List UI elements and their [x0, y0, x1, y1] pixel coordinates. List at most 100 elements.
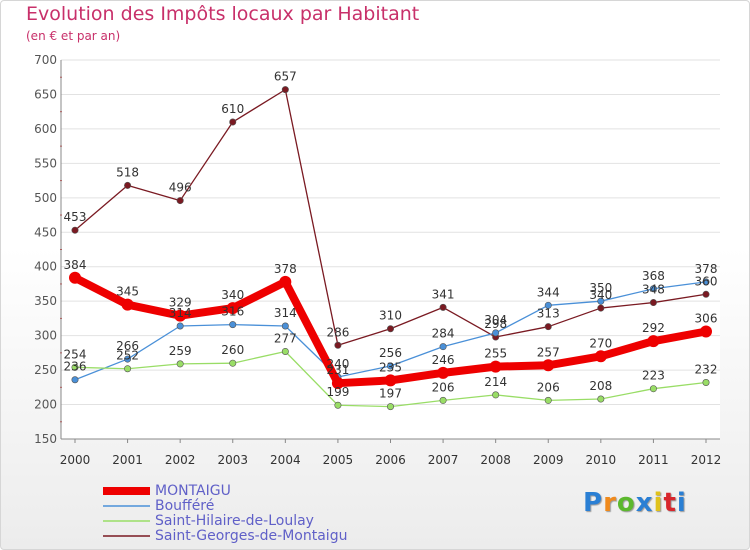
data-point: [279, 275, 292, 288]
data-label: 292: [642, 321, 665, 335]
data-point: [386, 362, 394, 370]
data-point: [544, 396, 552, 404]
data-point: [492, 391, 500, 399]
logo-letter: t: [663, 488, 677, 518]
logo-letter: r: [603, 488, 617, 518]
data-label: 310: [379, 309, 402, 323]
data-label: 518: [116, 165, 139, 179]
logo-letter: i: [653, 488, 664, 518]
data-point: [439, 396, 447, 404]
y-tick-label: 700: [34, 53, 57, 67]
data-label: 231: [326, 363, 349, 377]
data-label: 206: [537, 380, 560, 394]
y-tick-label: 400: [34, 260, 57, 274]
data-point: [649, 299, 657, 307]
data-point: [331, 377, 344, 390]
data-point: [489, 360, 502, 373]
data-point: [437, 366, 450, 379]
data-point: [492, 329, 500, 337]
data-label: 270: [589, 336, 612, 350]
y-tick-label: 300: [34, 329, 57, 343]
y-tick-label: 650: [34, 87, 57, 101]
data-label: 384: [64, 258, 87, 272]
data-label: 304: [484, 313, 507, 327]
logo-letter: P: [583, 488, 604, 518]
data-point: [229, 118, 237, 126]
data-point: [281, 347, 289, 355]
data-point: [702, 278, 710, 286]
data-label: 199: [326, 385, 349, 399]
y-tick-label: 250: [34, 363, 57, 377]
data-label: 316: [221, 305, 244, 319]
y-tick-label: 600: [34, 122, 57, 136]
data-label: 610: [221, 102, 244, 116]
data-label: 197: [379, 387, 402, 401]
x-tick-label: 2002: [165, 453, 196, 467]
y-tick-label: 200: [34, 398, 57, 412]
data-point: [544, 323, 552, 331]
x-tick-label: 2001: [112, 453, 143, 467]
data-point: [702, 378, 710, 386]
data-label: 496: [169, 181, 192, 195]
data-label: 360: [695, 274, 718, 288]
data-point: [649, 385, 657, 393]
data-point: [281, 86, 289, 94]
data-point: [124, 181, 132, 189]
data-point: [121, 298, 134, 311]
data-point: [544, 301, 552, 309]
data-label: 378: [274, 262, 297, 276]
data-label: 254: [64, 347, 87, 361]
data-label: 260: [221, 343, 244, 357]
data-point: [647, 335, 660, 348]
data-label: 232: [695, 362, 718, 376]
x-tick-label: 2008: [480, 453, 511, 467]
data-label: 345: [116, 285, 139, 299]
y-tick-label: 450: [34, 225, 57, 239]
data-point: [334, 401, 342, 409]
data-label: 298: [484, 317, 507, 331]
chart-subtitle: (en € et par an): [26, 29, 121, 43]
data-point: [439, 303, 447, 311]
data-label: 341: [432, 287, 455, 301]
data-label: 329: [169, 296, 192, 310]
data-point: [439, 343, 447, 351]
data-point: [124, 355, 132, 363]
logo-letter: i: [676, 488, 687, 518]
data-label: 214: [484, 375, 507, 389]
data-label: 223: [642, 369, 665, 383]
data-label: 235: [379, 360, 402, 374]
x-tick-label: 2010: [586, 453, 617, 467]
data-label: 350: [589, 281, 612, 295]
data-label: 340: [221, 288, 244, 302]
x-tick-label: 2007: [428, 453, 459, 467]
y-tick-label: 350: [34, 294, 57, 308]
data-point: [176, 197, 184, 205]
data-point: [702, 290, 710, 298]
logo-letter: o: [616, 488, 636, 518]
x-tick-label: 2005: [323, 453, 354, 467]
data-point: [124, 365, 132, 373]
data-label: 255: [484, 347, 507, 361]
data-label: 246: [432, 353, 455, 367]
data-label: 314: [169, 306, 192, 320]
x-tick-label: 2011: [638, 453, 669, 467]
data-label: 252: [116, 349, 139, 363]
data-point: [386, 403, 394, 411]
legend-label-bouffere: Boufféré: [155, 498, 215, 514]
data-label: 453: [64, 210, 87, 224]
legend-label-saint-georges: Saint-Georges-de-Montaigu: [155, 528, 348, 544]
data-point: [71, 363, 79, 371]
data-point: [176, 322, 184, 330]
data-point: [229, 321, 237, 329]
data-point: [229, 359, 237, 367]
x-tick-label: 2000: [60, 453, 91, 467]
legend-label-montaigu: MONTAIGU: [155, 483, 231, 499]
data-point: [597, 297, 605, 305]
data-point: [176, 360, 184, 368]
data-label: 256: [379, 346, 402, 360]
data-point: [334, 341, 342, 349]
x-tick-label: 2009: [533, 453, 564, 467]
data-point: [384, 374, 397, 387]
data-label: 368: [642, 269, 665, 283]
